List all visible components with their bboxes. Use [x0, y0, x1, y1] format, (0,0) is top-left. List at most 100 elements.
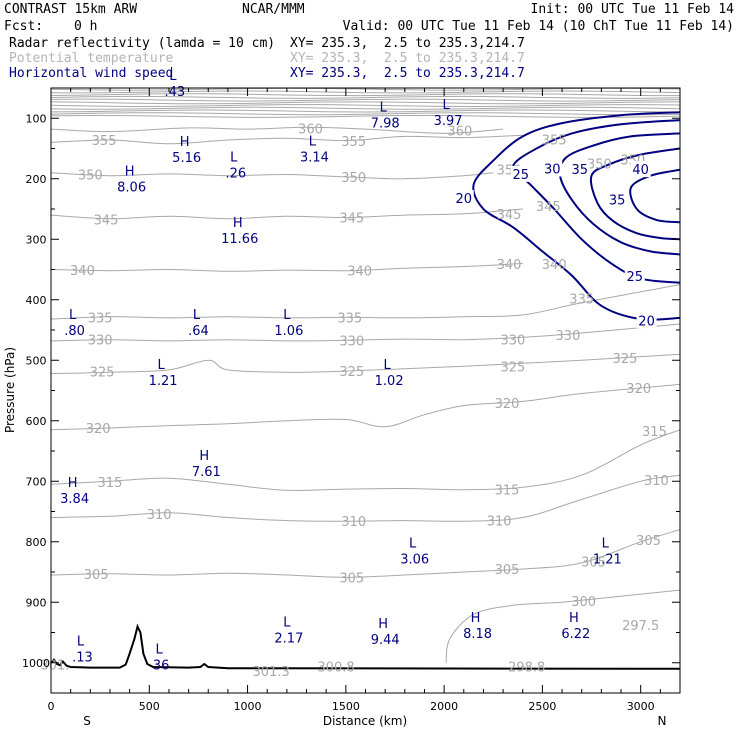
- hl-mark-type: L: [283, 615, 291, 630]
- theta-label: 350: [341, 171, 366, 186]
- theta-label: 340: [542, 258, 567, 273]
- theta-label: 345: [339, 211, 364, 226]
- y-tick-label: 200: [26, 173, 47, 186]
- wind-label-bg: [630, 161, 651, 178]
- theta-contour-350: [51, 172, 494, 180]
- wind-contour-25: [511, 119, 680, 284]
- theta-label: 300: [571, 595, 596, 610]
- wind-label: 20: [638, 314, 655, 329]
- wind-label-bg: [542, 160, 563, 177]
- theta-contour-upper: [51, 104, 680, 108]
- theta-contour-360: [51, 126, 504, 134]
- hl-mark: H6.22: [561, 611, 590, 642]
- theta-label: 298.8: [508, 660, 545, 675]
- model-title: CONTRAST 15km ARW: [4, 2, 138, 17]
- hl-mark: H3.84: [60, 476, 89, 507]
- hl-mark-type: L: [169, 69, 177, 84]
- wind-contours: [472, 111, 680, 321]
- theta-label: 325: [339, 365, 364, 380]
- hl-mark: L3.14: [300, 134, 329, 165]
- theta-contour-upper: [51, 95, 680, 99]
- wind-contour-35: [589, 147, 680, 241]
- theta-contour-upper: [51, 90, 680, 94]
- init-time: Init: 00 UTC Tue 11 Feb 14: [530, 2, 735, 17]
- fcst-label: Fcst:: [4, 19, 44, 34]
- hl-mark-value: 2.17: [274, 631, 303, 646]
- theta-label: 350: [78, 169, 103, 184]
- theta-label: 325: [90, 366, 115, 381]
- hl-mark-value: 3.84: [60, 492, 89, 507]
- theta-label: 330: [88, 334, 113, 349]
- hl-mark-value: 36: [153, 658, 170, 673]
- hl-mark-value: 6.22: [561, 627, 590, 642]
- wind-label: 25: [627, 270, 644, 285]
- hl-mark-type: L: [157, 358, 165, 373]
- wind-label: 35: [609, 193, 626, 208]
- wind-label: 35: [571, 163, 588, 178]
- hl-mark-type: H: [180, 135, 190, 150]
- theta-contours: [51, 126, 680, 663]
- hl-mark: L.43: [165, 69, 186, 100]
- theta-contour-upper: [51, 106, 680, 110]
- y-tick-label: 700: [26, 475, 47, 488]
- hl-mark-type: H: [378, 617, 388, 632]
- wind-label: 20: [456, 192, 473, 207]
- terrain-line: [51, 623, 680, 670]
- hl-mark-value: 3.97: [434, 114, 463, 129]
- x-tick-label: 0: [48, 700, 55, 713]
- theta-label: 345: [497, 208, 522, 223]
- wind-contour-30: [558, 132, 680, 256]
- theta-contour-345: [51, 208, 523, 220]
- hl-mark-value: 1.02: [375, 374, 404, 389]
- x-tick-label: 2000: [430, 700, 458, 713]
- theta-label: 330: [501, 334, 526, 349]
- hl-mark-type: L: [442, 98, 450, 113]
- hl-marks: L.43L7.98L3.97H5.16L3.14L.26H8.06H11.66L…: [60, 69, 622, 674]
- hl-mark-type: L: [77, 635, 85, 650]
- end-label-north: N: [658, 714, 667, 728]
- hl-mark: L1.21: [149, 358, 178, 389]
- theta-label: 340: [347, 265, 372, 280]
- theta-contour-upper: [51, 101, 680, 105]
- hl-mark: H11.66: [221, 216, 258, 247]
- org-label: NCAR/MMM: [242, 2, 305, 17]
- hl-mark: L2.17: [274, 615, 303, 646]
- theta-label: 301.3: [253, 665, 290, 680]
- y-axis-label: Pressure (hPa): [3, 347, 17, 433]
- hl-mark: L1.02: [375, 358, 404, 389]
- hl-mark-type: L: [602, 537, 610, 552]
- theta-label: 360: [447, 124, 472, 139]
- x-axis-label: Distance (km): [323, 714, 407, 728]
- hl-mark-type: L: [155, 642, 163, 657]
- field-theta-xy: XY= 235.3, 2.5 to 235.3,214.7: [290, 51, 525, 66]
- theta-label: 305: [636, 534, 661, 549]
- hl-mark: L1.21: [593, 537, 622, 568]
- hl-mark-type: L: [69, 308, 77, 323]
- theta-label: 335: [337, 311, 362, 326]
- theta-label: 315: [642, 425, 667, 440]
- hl-mark-value: 1.06: [274, 324, 303, 339]
- theta-label: 305: [84, 568, 109, 583]
- theta-contour-325: [51, 353, 680, 375]
- theta-label: 320: [495, 397, 520, 412]
- hl-mark: L.64: [188, 308, 209, 339]
- hl-mark-value: 8.06: [117, 181, 146, 196]
- hl-mark-type: L: [383, 358, 391, 373]
- y-tick-label: 800: [26, 536, 47, 549]
- theta-label: 340: [497, 258, 522, 273]
- hl-mark: L.13: [72, 635, 93, 666]
- x-axis: 0 500 1000 1500 2000 2500 3000: [48, 88, 661, 713]
- y-tick-label: 400: [26, 294, 47, 307]
- theta-label: 345: [94, 213, 119, 228]
- hl-mark: L3.06: [400, 537, 429, 568]
- wind-label-bg: [636, 312, 657, 329]
- theta-label: 320: [626, 382, 651, 397]
- field-wind-xy: XY= 235.3, 2.5 to 235.3,214.7: [290, 66, 525, 81]
- hl-mark-value: .26: [225, 167, 246, 182]
- hl-mark-type: H: [125, 165, 135, 180]
- theta-label: 355: [92, 134, 117, 149]
- theta-label: 315: [495, 484, 520, 499]
- theta-contour-upper: [51, 109, 680, 113]
- theta-contour-upper: [51, 114, 680, 118]
- hl-mark-value: .80: [64, 324, 85, 339]
